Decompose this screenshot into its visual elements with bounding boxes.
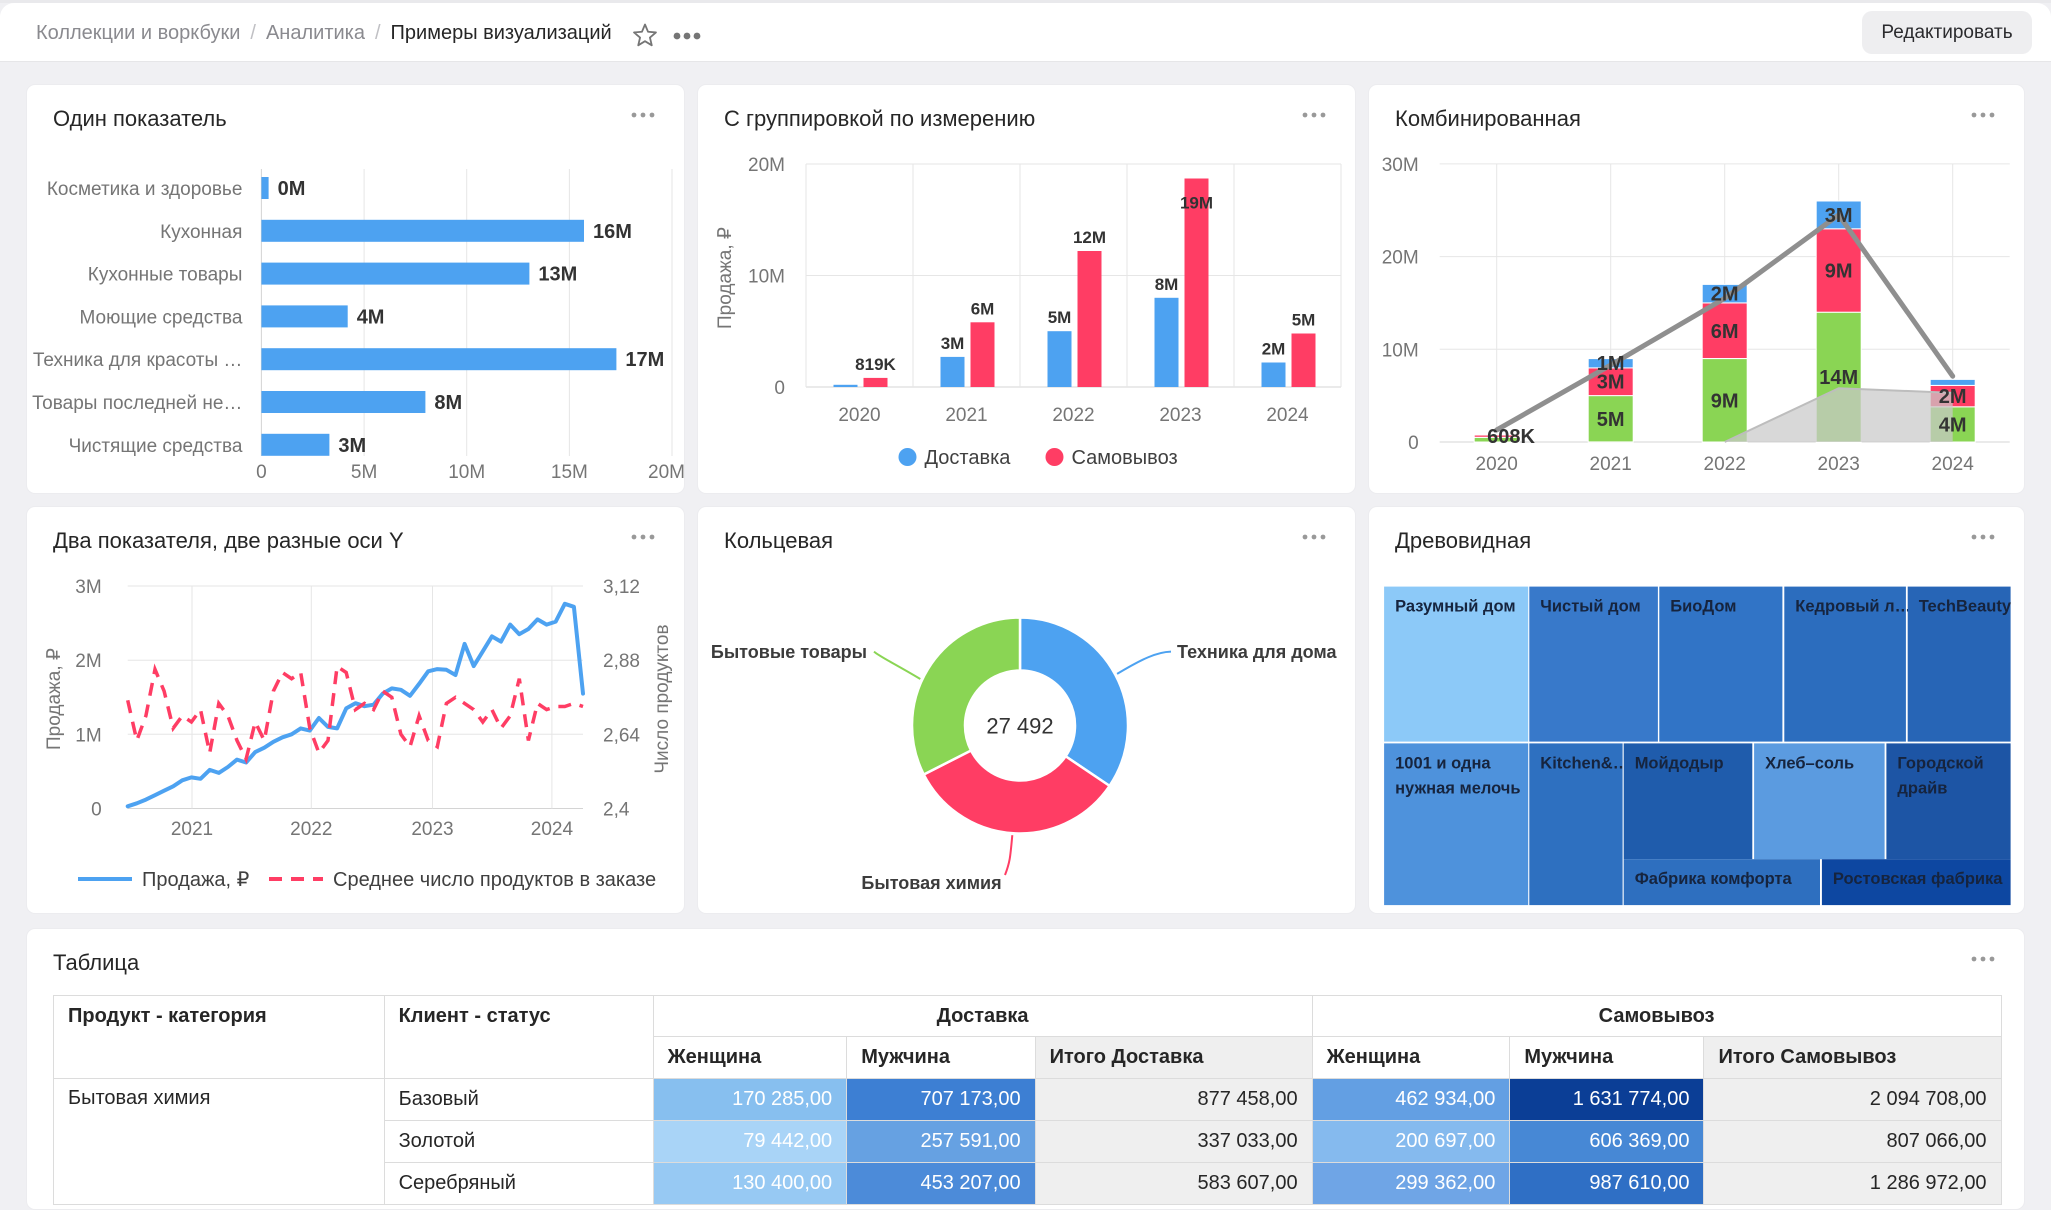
- svg-text:30M: 30M: [1382, 155, 1419, 176]
- svg-text:Фабрика комфорта: Фабрика комфорта: [1635, 870, 1793, 888]
- svg-text:2023: 2023: [1818, 454, 1860, 475]
- svg-text:Кухонная: Кухонная: [160, 222, 242, 243]
- svg-text:6M: 6M: [1711, 321, 1739, 343]
- svg-text:Самовывоз: Самовывоз: [1072, 447, 1178, 469]
- svg-text:1M: 1M: [1597, 353, 1625, 375]
- svg-text:17M: 17M: [625, 349, 664, 371]
- svg-text:12M: 12M: [1073, 228, 1106, 247]
- svg-text:0M: 0M: [278, 178, 306, 200]
- svg-text:2,64: 2,64: [603, 725, 640, 746]
- svg-text:15M: 15M: [551, 462, 588, 483]
- svg-text:2M: 2M: [1939, 386, 1967, 408]
- svg-text:2024: 2024: [1932, 454, 1975, 475]
- svg-text:2023: 2023: [1159, 405, 1201, 426]
- svg-text:Городской: Городской: [1897, 754, 1983, 772]
- svg-text:Доставка: Доставка: [925, 447, 1012, 469]
- svg-text:8M: 8M: [434, 392, 462, 414]
- svg-text:Продажа, ₽: Продажа, ₽: [715, 227, 736, 329]
- svg-text:0: 0: [256, 462, 267, 483]
- svg-text:5M: 5M: [1048, 308, 1072, 327]
- svg-text:Kitchen&…: Kitchen&…: [1540, 754, 1629, 772]
- svg-text:2020: 2020: [1476, 454, 1518, 475]
- svg-text:608K: 608K: [1487, 426, 1535, 448]
- svg-text:Разумный дом: Разумный дом: [1395, 598, 1515, 616]
- svg-text:2022: 2022: [290, 819, 332, 840]
- svg-text:драйв: драйв: [1897, 779, 1947, 797]
- svg-text:Моющие средства: Моющие средства: [79, 307, 242, 328]
- svg-text:Хлеб–соль: Хлеб–соль: [1765, 754, 1854, 772]
- svg-text:Продажа, ₽: Продажа, ₽: [142, 869, 250, 891]
- svg-text:Техника для красоты …: Техника для красоты …: [33, 350, 243, 371]
- svg-text:2020: 2020: [838, 405, 880, 426]
- svg-text:2021: 2021: [945, 405, 987, 426]
- svg-text:2M: 2M: [1711, 284, 1739, 306]
- svg-text:9M: 9M: [1711, 390, 1739, 412]
- svg-text:8M: 8M: [1155, 275, 1179, 294]
- svg-text:Чистящие средства: Чистящие средства: [69, 436, 243, 457]
- svg-text:3M: 3M: [338, 435, 366, 457]
- svg-text:10M: 10M: [1382, 340, 1419, 361]
- svg-text:2024: 2024: [1266, 405, 1309, 426]
- svg-text:2021: 2021: [171, 819, 213, 840]
- svg-text:Товары последней не…: Товары последней не…: [32, 393, 242, 414]
- svg-text:Среднее число продуктов в зака: Среднее число продуктов в заказе: [333, 869, 656, 891]
- svg-text:0: 0: [774, 378, 785, 399]
- svg-text:2022: 2022: [1052, 405, 1094, 426]
- svg-text:5M: 5M: [351, 462, 377, 483]
- svg-text:Бытовые товары: Бытовые товары: [711, 642, 867, 662]
- svg-text:5M: 5M: [1292, 311, 1316, 330]
- svg-text:0: 0: [91, 800, 102, 821]
- svg-text:13M: 13M: [538, 264, 577, 286]
- svg-text:Кухонные товары: Кухонные товары: [88, 265, 243, 286]
- svg-text:20M: 20M: [748, 155, 785, 176]
- svg-text:16M: 16M: [593, 221, 632, 243]
- svg-text:3M: 3M: [75, 577, 101, 598]
- svg-text:10M: 10M: [748, 267, 785, 288]
- svg-text:2,88: 2,88: [603, 651, 640, 672]
- svg-text:3M: 3M: [941, 334, 965, 353]
- svg-text:Мойдодыр: Мойдодыр: [1635, 754, 1724, 772]
- svg-text:2024: 2024: [531, 819, 574, 840]
- svg-text:2M: 2M: [75, 651, 101, 672]
- svg-text:20M: 20M: [648, 462, 685, 483]
- svg-text:3M: 3M: [1597, 372, 1625, 394]
- svg-text:14M: 14M: [1819, 367, 1858, 389]
- svg-text:Чистый дом: Чистый дом: [1540, 598, 1640, 616]
- svg-text:Продажа, ₽: Продажа, ₽: [44, 648, 65, 750]
- svg-text:1001 и одна: 1001 и одна: [1395, 754, 1491, 772]
- svg-text:2023: 2023: [411, 819, 453, 840]
- svg-text:2022: 2022: [1704, 454, 1746, 475]
- svg-text:3,12: 3,12: [603, 577, 640, 598]
- svg-text:10M: 10M: [448, 462, 485, 483]
- svg-text:Техника для дома: Техника для дома: [1177, 642, 1337, 662]
- svg-text:Число продуктов: Число продуктов: [652, 624, 673, 773]
- svg-text:4M: 4M: [1939, 414, 1967, 436]
- svg-text:19M: 19M: [1180, 194, 1213, 213]
- svg-text:3M: 3M: [1825, 205, 1853, 227]
- svg-text:20M: 20M: [1382, 248, 1419, 269]
- svg-text:Ростовская фабрика: Ростовская фабрика: [1833, 870, 2003, 888]
- svg-text:2,4: 2,4: [603, 800, 630, 821]
- svg-text:2M: 2M: [1262, 340, 1286, 359]
- svg-text:БиоДом: БиоДом: [1670, 598, 1736, 616]
- svg-text:0: 0: [1408, 433, 1419, 454]
- svg-text:Косметика и здоровье: Косметика и здоровье: [47, 179, 243, 200]
- svg-text:5M: 5M: [1597, 409, 1625, 431]
- svg-text:819K: 819K: [855, 355, 896, 374]
- svg-text:27 492: 27 492: [986, 714, 1053, 739]
- svg-text:1M: 1M: [75, 725, 101, 746]
- svg-text:9M: 9M: [1825, 261, 1853, 283]
- svg-text:Кедровый л…: Кедровый л…: [1795, 598, 1911, 616]
- svg-text:Бытовая химия: Бытовая химия: [861, 873, 1001, 893]
- svg-text:4M: 4M: [357, 306, 385, 328]
- svg-text:нужная мелочь: нужная мелочь: [1395, 779, 1520, 797]
- svg-text:TechBeauty: TechBeauty: [1919, 598, 2012, 616]
- svg-text:2021: 2021: [1590, 454, 1632, 475]
- svg-text:6M: 6M: [971, 299, 995, 318]
